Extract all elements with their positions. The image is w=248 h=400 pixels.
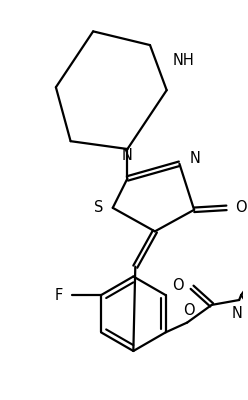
- Text: O: O: [183, 303, 195, 318]
- Text: O: O: [235, 200, 247, 215]
- Text: N: N: [189, 151, 200, 166]
- Text: NH: NH: [173, 53, 194, 68]
- Text: O: O: [172, 278, 183, 293]
- Text: F: F: [55, 288, 63, 303]
- Text: N: N: [122, 148, 133, 163]
- Text: N: N: [232, 306, 243, 321]
- Text: S: S: [93, 200, 103, 215]
